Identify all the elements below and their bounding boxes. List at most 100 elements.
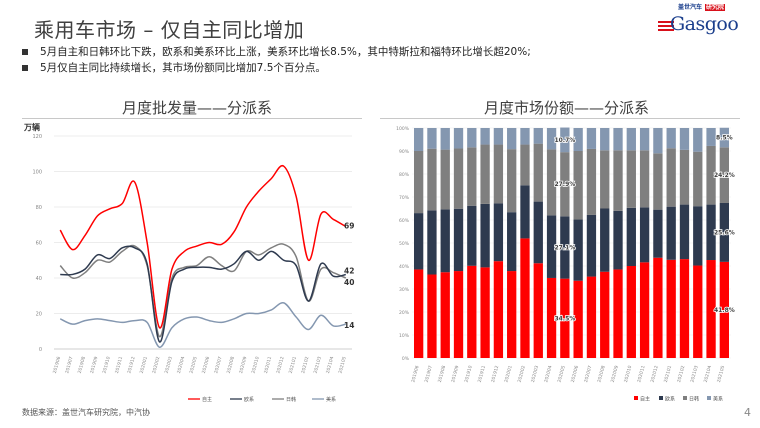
bar-segment-欧系: [639, 207, 650, 263]
x-tick-label: 202004: [176, 356, 186, 374]
x-tick-label: 201908: [77, 356, 87, 374]
summary-bullets: 5月自主和日韩环比下跌，欧系和美系环比上涨，美系环比增长8.5%，其中特斯拉和福…: [22, 44, 531, 76]
bar-segment-欧系: [573, 219, 583, 281]
y-axis-unit: 万辆: [23, 122, 40, 132]
x-tick-label: 202001: [139, 356, 149, 374]
bar-chart-title: 月度市场份额——分派系: [484, 99, 650, 117]
y-tick-label: 50%: [399, 241, 410, 247]
logo-stripes-icon: [658, 21, 674, 33]
bar-segment-欧系: [693, 206, 703, 266]
x-tick-label: 201909: [89, 356, 99, 374]
x-tick-label: 202003: [164, 356, 174, 374]
legend-label: 自主: [640, 396, 650, 403]
bar-segment-日韩: [480, 144, 490, 204]
end-value-label: 14: [344, 321, 354, 330]
bar-segment-自主: [546, 277, 557, 358]
bar-segment-欧系: [440, 209, 450, 273]
series-line-日韩: [59, 243, 347, 338]
y-tick-label: 100%: [396, 126, 410, 132]
x-tick-label: 202010: [251, 356, 261, 374]
x-tick-label: 201906: [410, 365, 420, 383]
bar-segment-自主: [493, 261, 504, 358]
bar-segment-自主: [653, 257, 663, 358]
y-tick-label: 0%: [402, 356, 410, 362]
bar-segment-日韩: [427, 148, 437, 211]
legend-label: 欧系: [244, 396, 254, 403]
x-tick-label: 202103: [313, 356, 323, 374]
y-tick-label: 40: [36, 276, 42, 282]
bar-segment-日韩: [706, 145, 716, 205]
legend-label: 美系: [713, 396, 723, 403]
x-tick-label: 202105: [337, 356, 347, 374]
legend-label: 日韩: [689, 396, 699, 403]
bar-segment-美系: [719, 127, 730, 148]
bar-segment-美系: [653, 128, 663, 154]
bar-segment-日韩: [560, 152, 570, 217]
y-tick-label: 90%: [399, 149, 410, 155]
bar-segment-日韩: [693, 151, 703, 207]
y-tick-label: 40%: [399, 264, 410, 270]
y-tick-label: 120: [32, 134, 42, 140]
bullet-item: 5月仅自主同比持续增长，其市场份额同比增加7.5个百分点。: [22, 60, 531, 76]
line-chart-title: 月度批发量——分派系: [122, 99, 273, 117]
bar-segment-欧系: [560, 216, 570, 279]
bar-segment-欧系: [719, 202, 730, 262]
bullet-text: 5月仅自主同比持续增长，其市场份额同比增加7.5个百分点。: [40, 62, 326, 74]
bar-segment-美系: [440, 128, 450, 150]
y-tick-label: 30%: [399, 287, 410, 293]
x-tick-label: 202001: [503, 365, 513, 383]
bar-segment-日韩: [626, 150, 636, 208]
bar-segment-日韩: [586, 148, 597, 215]
x-tick-label: 202008: [596, 365, 606, 383]
data-source: 数据来源：盖世汽车研究院，中汽协: [22, 408, 150, 417]
bar-segment-日韩: [719, 147, 730, 203]
bar-segment-美系: [546, 128, 557, 150]
bar-segment-自主: [560, 278, 570, 358]
bar-segment-日韩: [679, 149, 690, 205]
bar-segment-自主: [533, 263, 543, 358]
bar-segment-自主: [626, 266, 636, 358]
bar-segment-日韩: [413, 151, 424, 214]
bar-segment-欧系: [520, 185, 530, 239]
bar-segment-日韩: [440, 149, 450, 210]
x-tick-label: 202011: [636, 365, 646, 383]
x-tick-label: 202003: [530, 365, 540, 383]
bar-segment-自主: [586, 276, 597, 358]
bar-segment-美系: [600, 128, 610, 151]
y-tick-label: 0: [39, 347, 42, 353]
data-label: 8.5%: [716, 135, 733, 142]
divider: [22, 118, 362, 119]
bar-segment-欧系: [666, 206, 676, 260]
x-tick-label: 202012: [275, 356, 285, 374]
bar-segment-欧系: [533, 201, 543, 264]
x-tick-label: 201912: [126, 356, 136, 374]
bar-segment-美系: [480, 128, 490, 145]
x-tick-label: 201911: [477, 365, 487, 383]
bar-segment-欧系: [653, 209, 663, 258]
bar-segment-美系: [666, 128, 676, 149]
bar-segment-日韩: [546, 149, 557, 216]
x-tick-label: 202008: [226, 356, 236, 374]
page-number: 4: [744, 406, 751, 419]
bar-segment-美系: [693, 128, 703, 152]
bar-segment-自主: [693, 265, 703, 358]
legend-swatch-icon: [659, 396, 663, 400]
x-tick-label: 201910: [102, 356, 112, 374]
bar-segment-美系: [427, 128, 437, 149]
data-label: 24.2%: [714, 172, 735, 179]
bar-segment-自主: [706, 260, 716, 358]
bar-segment-欧系: [480, 203, 490, 268]
bar-segment-自主: [453, 271, 464, 358]
bar-segment-美系: [679, 128, 690, 150]
bar-segment-自主: [520, 238, 530, 358]
data-label: 27.9%: [554, 181, 575, 188]
end-value-label: 40: [344, 278, 354, 287]
x-tick-label: 201910: [464, 365, 474, 383]
y-tick-label: 80: [36, 205, 42, 211]
x-tick-label: 202002: [517, 365, 527, 383]
series-line-自主: [59, 164, 347, 329]
bullet-square-icon: [22, 65, 28, 71]
bar-segment-自主: [440, 272, 450, 358]
y-tick-label: 20: [36, 312, 42, 318]
